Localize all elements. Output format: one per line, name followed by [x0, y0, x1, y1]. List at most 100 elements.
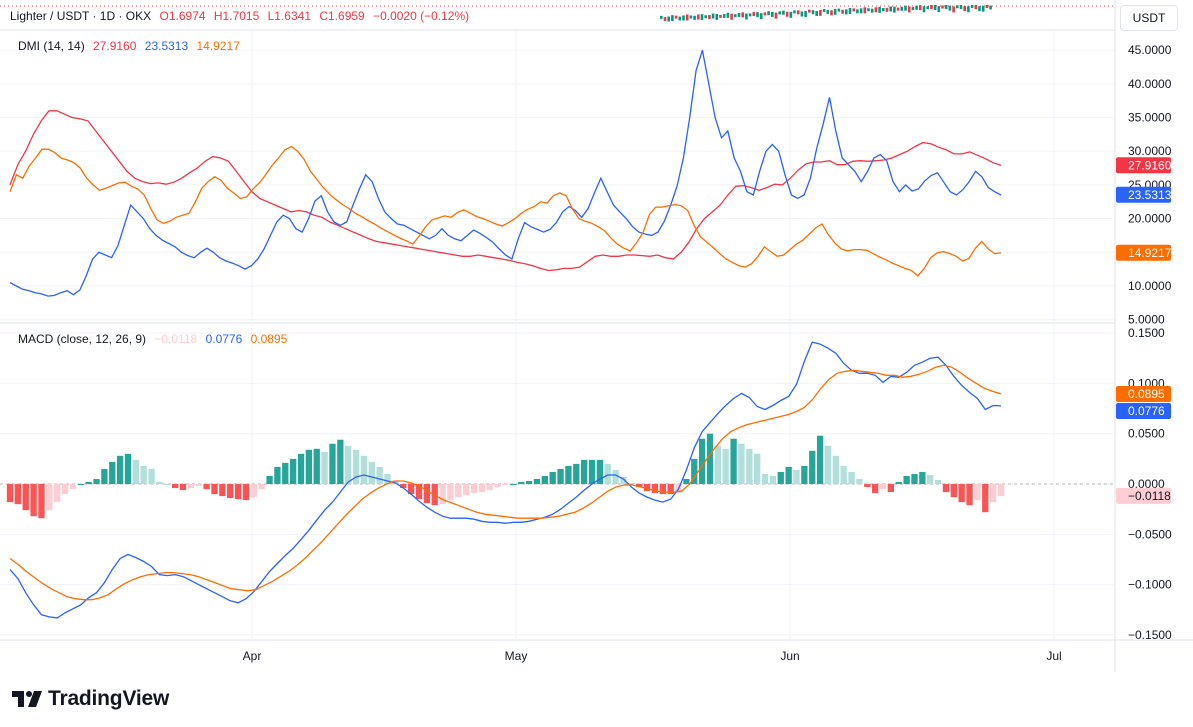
- candle: [708, 14, 711, 19]
- macd-last-value-label: 0.0776: [1128, 404, 1165, 418]
- macd-histogram-bar: [698, 438, 706, 485]
- candle: [937, 6, 941, 13]
- macd-histogram-bar: [541, 475, 548, 485]
- time-tick-label: Jul: [1046, 649, 1061, 663]
- candle: [852, 8, 855, 12]
- candle: [989, 5, 992, 10]
- macd-histogram-bar: [927, 474, 934, 485]
- macd-histogram-bar: [919, 471, 926, 485]
- macd-histogram-bar: [864, 484, 871, 488]
- macd-histogram-bar: [746, 448, 753, 485]
- macd-histogram-bar: [911, 473, 918, 485]
- macd-histogram-bar: [761, 473, 769, 485]
- candle: [726, 12, 730, 18]
- candle: [759, 13, 763, 20]
- macd-histogram-bar: [132, 459, 139, 485]
- macd-histogram-bar: [769, 475, 777, 485]
- macd-histogram-bar: [156, 482, 163, 485]
- macd-histogram-bar: [140, 465, 147, 485]
- macd-histogram-bar: [282, 462, 289, 485]
- macd-histogram-bar: [297, 453, 305, 485]
- macd-histogram-bar: [683, 478, 690, 485]
- macd-histogram-bar: [714, 445, 722, 485]
- macd-histogram-bar: [116, 455, 124, 485]
- candle: [774, 12, 778, 19]
- price-tick-label: 10.0000: [1128, 279, 1172, 293]
- candle: [874, 7, 878, 13]
- macd-histogram-bar: [785, 466, 792, 485]
- macd-histogram-bar: [604, 463, 611, 485]
- macd-histogram-bar: [179, 484, 187, 491]
- macd-histogram-bar: [439, 484, 446, 505]
- price-tick-label: 20.0000: [1128, 212, 1172, 226]
- price-tick-label: −0.1000: [1128, 578, 1172, 592]
- macd-histogram-bar: [510, 484, 517, 486]
- macd-signal-value: 0.0895: [250, 332, 288, 346]
- macd-histogram-bar: [77, 484, 84, 486]
- macd-histogram-bar: [557, 468, 564, 485]
- candle: [808, 9, 811, 13]
- candle: [674, 15, 678, 19]
- macd-histogram-bar: [824, 445, 832, 485]
- candle: [870, 8, 874, 13]
- macd-histogram-bar: [974, 484, 981, 501]
- macd-histogram-bar: [415, 484, 423, 500]
- dmi-last-value-badge: [1116, 244, 1171, 261]
- macd-histogram-bar: [337, 439, 344, 485]
- candle: [889, 6, 892, 12]
- candle: [959, 5, 963, 9]
- macd-histogram-bar: [502, 484, 509, 486]
- candle: [941, 5, 944, 9]
- macd-histogram-bar: [61, 484, 69, 495]
- macd-histogram-bar: [722, 448, 729, 485]
- candle: [730, 13, 733, 20]
- macd-histogram-bar: [250, 484, 257, 498]
- macd-last-value-badge: [1116, 402, 1171, 419]
- macd-histogram-bar: [667, 484, 674, 495]
- candle: [956, 5, 959, 9]
- macd-histogram-bar: [997, 484, 1005, 497]
- macd-histogram-bar: [69, 484, 77, 490]
- candle: [985, 5, 989, 8]
- candle: [926, 6, 929, 10]
- candle: [793, 10, 796, 14]
- candle: [893, 6, 896, 13]
- macd-pane[interactable]: [0, 341, 1115, 619]
- price-tick-label: 40.0000: [1128, 77, 1172, 91]
- macd-histogram-bar: [809, 450, 816, 485]
- macd-histogram-bar: [22, 484, 29, 511]
- macd-histogram-bar: [30, 484, 37, 517]
- symbol-title[interactable]: Lighter / USDT · 1D · OKX: [10, 9, 152, 23]
- macd-histogram-bar: [368, 461, 375, 485]
- macd-histogram-bar: [203, 484, 210, 490]
- price-candles: [0, 5, 1115, 22]
- candle: [682, 15, 685, 21]
- macd-histogram-bar: [400, 484, 407, 489]
- dmi-line-adx: [9, 145, 1002, 277]
- macd-histogram-bar: [636, 484, 643, 488]
- dmi-last-value-label: 27.9160: [1128, 158, 1172, 172]
- candle: [919, 5, 922, 11]
- candle: [963, 6, 966, 12]
- candle: [867, 8, 870, 12]
- macd-histogram-bar: [38, 484, 45, 519]
- dmi-title[interactable]: DMI (14, 14): [18, 39, 85, 53]
- macd-histogram-bar: [85, 482, 92, 485]
- macd-histogram-bar: [643, 484, 651, 492]
- candle: [667, 16, 670, 22]
- candle: [845, 9, 848, 15]
- price-tick-label: 0.1500: [1128, 326, 1165, 340]
- macd-histogram-bar: [384, 473, 391, 485]
- price-scale[interactable]: Apr May Jun Jul 45.0000 40.0000 35.0000 30.0000…: [243, 43, 1172, 663]
- macd-histogram-bar: [872, 484, 879, 494]
- candle: [878, 6, 881, 13]
- dmi-pane[interactable]: [9, 50, 1002, 297]
- candle: [804, 10, 807, 17]
- currency-unit-button[interactable]: USDT: [1120, 5, 1178, 31]
- macd-histogram-bar: [887, 484, 895, 493]
- macd-title[interactable]: MACD (close, 12, 26, 9): [18, 332, 147, 346]
- macd-last-value-label: 0.0895: [1128, 387, 1165, 401]
- tradingview-logo[interactable]: TradingView: [12, 686, 169, 712]
- candle: [722, 13, 726, 18]
